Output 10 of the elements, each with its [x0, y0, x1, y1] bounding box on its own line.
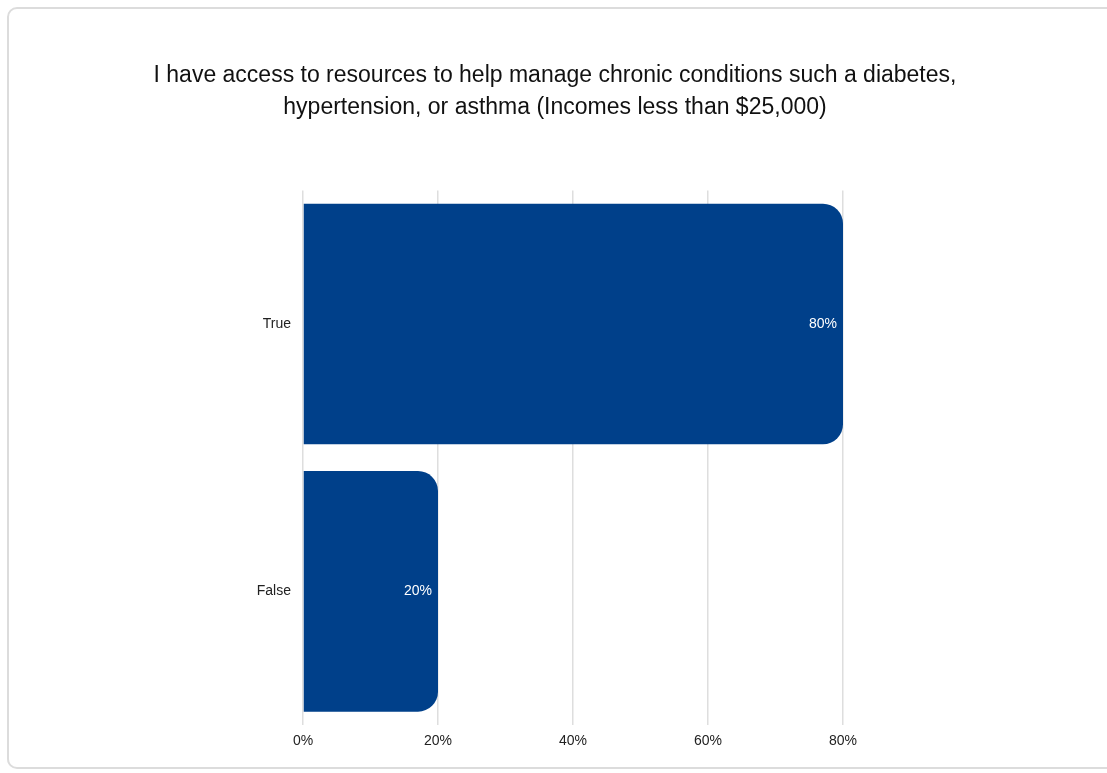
x-tick-label: 80%	[828, 732, 858, 749]
x-tick-label: 40%	[558, 732, 588, 749]
y-tick-label: True	[262, 314, 292, 331]
chart-title: I have access to resources to help manage chronic conditions such a diabetes, hypertension, or asthma (Incomes less than $25,000)	[152, 60, 958, 121]
y-tick-label: False	[256, 582, 292, 599]
x-tick-label: 60%	[693, 732, 723, 749]
x-tick-label: 20%	[423, 732, 453, 749]
data-label: 80%	[808, 314, 837, 331]
x-tick-label: 0%	[292, 732, 314, 749]
data-label: 20%	[403, 582, 432, 599]
